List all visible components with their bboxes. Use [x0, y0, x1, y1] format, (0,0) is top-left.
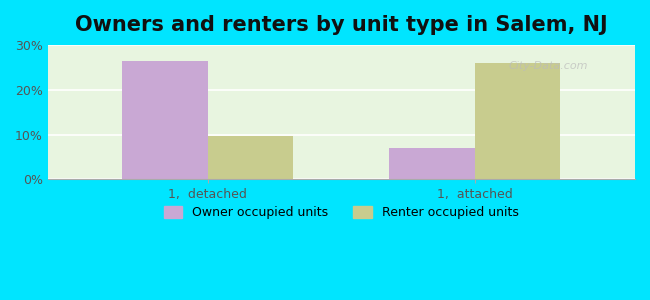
Text: City-Data.com: City-Data.com [508, 61, 588, 71]
Bar [208, 136, 293, 179]
Bar [475, 63, 560, 179]
Title: Owners and renters by unit type in Salem, NJ: Owners and renters by unit type in Salem… [75, 15, 608, 35]
Bar [389, 148, 475, 179]
Legend: Owner occupied units, Renter occupied units: Owner occupied units, Renter occupied un… [159, 201, 524, 224]
Bar [122, 61, 208, 179]
